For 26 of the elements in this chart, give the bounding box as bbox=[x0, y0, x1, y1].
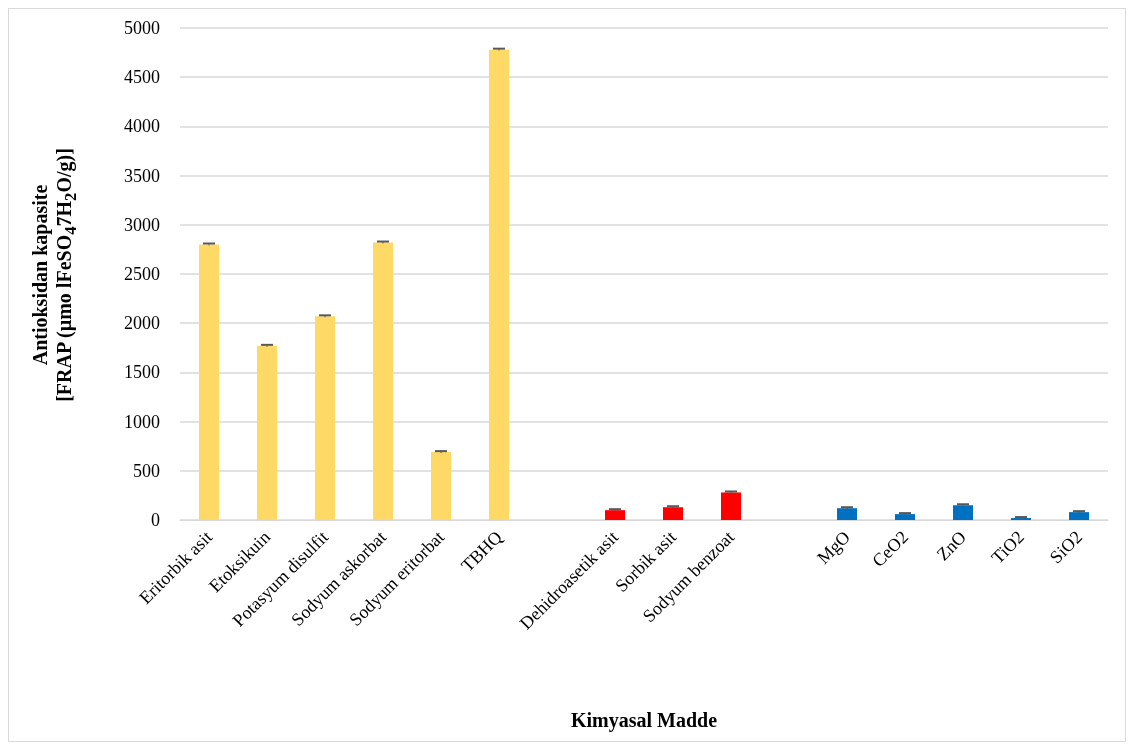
y-tick-label: 3500 bbox=[124, 165, 160, 186]
bar bbox=[373, 242, 393, 520]
y-tick-label: 3000 bbox=[124, 214, 160, 235]
bar bbox=[315, 316, 335, 520]
bar bbox=[489, 49, 509, 520]
bar bbox=[721, 492, 741, 520]
y-tick-label: 1500 bbox=[124, 362, 160, 383]
bar bbox=[199, 244, 219, 520]
y-tick-label: 4500 bbox=[124, 67, 160, 88]
x-tick-label: ZnO bbox=[932, 526, 971, 565]
bar bbox=[837, 508, 857, 520]
bar bbox=[663, 507, 683, 520]
bar bbox=[953, 505, 973, 520]
y-tick-label: 4000 bbox=[124, 116, 160, 137]
bar bbox=[895, 514, 915, 520]
y-tick-label: 2000 bbox=[124, 313, 160, 334]
bar bbox=[605, 510, 625, 520]
bar bbox=[257, 345, 277, 520]
y-tick-label: 5000 bbox=[124, 18, 160, 38]
bar bbox=[431, 452, 451, 520]
y-tick-label: 500 bbox=[133, 460, 160, 481]
y-tick-label: 2500 bbox=[124, 264, 160, 284]
x-axis-title: Kimyasal Madde bbox=[570, 709, 718, 732]
y-tick-label: 0 bbox=[151, 510, 160, 530]
bar bbox=[1069, 512, 1089, 520]
y-tick-label: 1000 bbox=[124, 411, 160, 432]
